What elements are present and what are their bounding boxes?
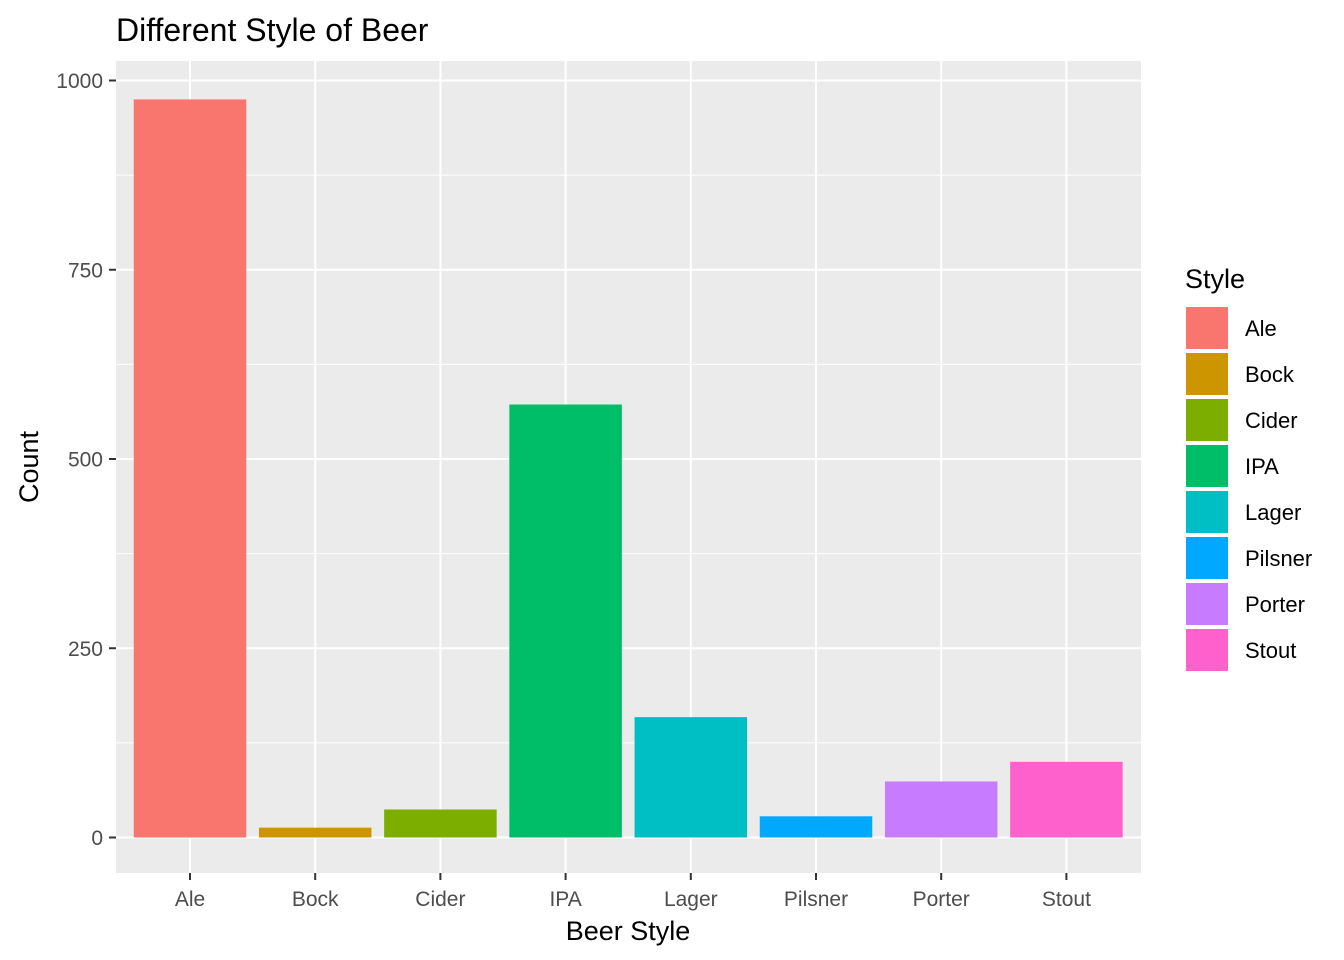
legend-label: Bock — [1245, 362, 1295, 387]
x-tick-label: Lager — [664, 888, 718, 911]
y-tick-label: 250 — [68, 638, 103, 661]
y-tick-label: 750 — [68, 259, 103, 282]
x-tick-label: Cider — [415, 888, 465, 911]
legend-key-stout — [1186, 629, 1228, 671]
legend: Style Ale Bock Cider IPA Lager Pilsner Porter S… — [1185, 264, 1312, 671]
legend-key-ale — [1186, 307, 1228, 349]
y-tick-label: 0 — [91, 827, 103, 850]
x-axis: Ale Bock Cider IPA Lager Pilsner Porter Stout — [175, 873, 1091, 911]
legend-label: Ale — [1245, 316, 1277, 341]
x-tick-label: Ale — [175, 888, 205, 911]
y-tick-label: 500 — [68, 449, 103, 472]
legend-label: Lager — [1245, 500, 1301, 525]
legend-key-porter — [1186, 583, 1228, 625]
bars — [133, 99, 1123, 838]
legend-label: Cider — [1245, 408, 1298, 433]
legend-title: Style — [1185, 264, 1245, 294]
legend-key-lager — [1186, 491, 1228, 533]
bar-cider — [384, 809, 497, 838]
legend-label: Pilsner — [1245, 546, 1312, 571]
x-tick-label: IPA — [549, 888, 581, 911]
bar-ipa — [509, 404, 622, 838]
bar-bock — [258, 827, 372, 838]
bar-stout — [1010, 761, 1123, 838]
bar-lager — [634, 717, 748, 838]
legend-label: IPA — [1245, 454, 1279, 479]
y-axis-title: Count — [14, 430, 44, 503]
chart-title: Different Style of Beer — [116, 12, 429, 48]
bar-porter — [884, 781, 998, 838]
minor-gridlines — [116, 174, 1141, 744]
legend-items: Ale Bock Cider IPA Lager Pilsner Porter Stout — [1186, 307, 1312, 671]
x-tick-label: Bock — [292, 888, 339, 911]
plot-panel — [116, 61, 1141, 873]
legend-key-pilsner — [1186, 537, 1228, 579]
y-axis: 0 250 500 750 1000 — [56, 70, 116, 850]
legend-key-ipa — [1186, 445, 1228, 487]
bar-pilsner — [759, 816, 873, 838]
legend-label: Porter — [1245, 592, 1305, 617]
x-tick-label: Pilsner — [784, 888, 848, 911]
x-tick-label: Porter — [913, 888, 970, 911]
y-tick-label: 1000 — [56, 70, 103, 93]
x-axis-title: Beer Style — [566, 916, 691, 946]
legend-label: Stout — [1245, 638, 1296, 663]
legend-key-cider — [1186, 399, 1228, 441]
legend-key-bock — [1186, 353, 1228, 395]
bar-ale — [133, 99, 247, 838]
x-tick-label: Stout — [1042, 888, 1091, 911]
